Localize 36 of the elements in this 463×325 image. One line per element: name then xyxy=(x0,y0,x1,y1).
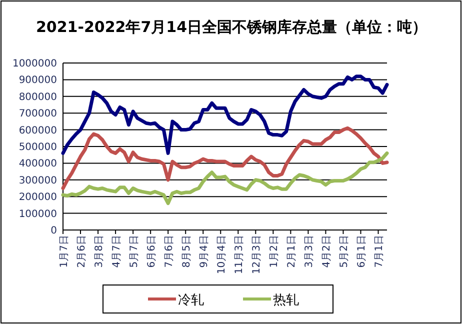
y-tick-label: 1000000 xyxy=(12,58,57,70)
line-series xyxy=(61,74,389,155)
x-tick-label: 8月5日 xyxy=(182,235,193,268)
x-tick-label: 6月6日 xyxy=(146,235,158,268)
y-tick-label: 500000 xyxy=(18,142,57,153)
x-tick-label: 6月1日 xyxy=(356,235,368,268)
x-tick-label: 1月2日 xyxy=(269,235,280,268)
x-tick-label: 12月3日 xyxy=(252,235,263,274)
x-tick-label: 3月3日 xyxy=(304,235,316,268)
x-tick-label: 2月6日 xyxy=(76,235,88,268)
line-series xyxy=(61,151,389,206)
x-tick-label: 7月1日 xyxy=(374,235,386,268)
y-tick-label: 400000 xyxy=(18,158,57,170)
y-tick-label: 900000 xyxy=(18,75,57,86)
x-tick-label: 5月7日 xyxy=(129,235,140,268)
x-tick-label: 5月2日 xyxy=(339,235,350,268)
y-tick-label: 100000 xyxy=(18,208,57,220)
legend-label: 热轧 xyxy=(273,293,299,308)
x-tick-label: 11月3日 xyxy=(234,235,246,274)
line-series xyxy=(61,126,389,190)
x-tick-label: 3月8日 xyxy=(94,235,106,268)
x-tick-label: 4月7日 xyxy=(112,235,123,268)
x-tick-label: 4月2日 xyxy=(322,235,333,268)
y-tick-label: 800000 xyxy=(18,92,57,103)
y-tick-label: 300000 xyxy=(18,175,57,186)
x-tick-label: 2月1日 xyxy=(286,235,298,268)
y-tick-label: 200000 xyxy=(18,192,57,204)
x-tick-label: 9月4日 xyxy=(199,235,210,268)
x-tick-label: 1月7日 xyxy=(59,235,70,268)
x-tick-label: 10月4日 xyxy=(216,235,228,274)
x-tick-label: 7月6日 xyxy=(164,235,176,268)
legend-label: 冷轧 xyxy=(178,293,204,308)
chart-title: 2021-2022年7月14日全国不锈钢库存总量（单位：吨） xyxy=(36,18,428,36)
y-tick-label: 700000 xyxy=(18,108,57,120)
y-tick-label: 0 xyxy=(50,226,57,236)
y-tick-label: 600000 xyxy=(18,125,57,136)
